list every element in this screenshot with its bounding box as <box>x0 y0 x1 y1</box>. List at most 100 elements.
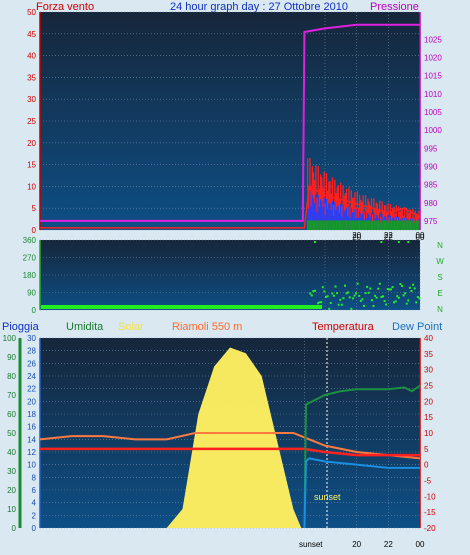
humidity-tick-label: 10 <box>7 505 16 514</box>
hour-tick-label: 22 <box>384 540 393 549</box>
compass-label: S <box>437 273 442 282</box>
hour-tick-label: 22 <box>384 233 393 242</box>
hour-tick-label: 00 <box>416 233 425 242</box>
direction-point <box>396 295 399 298</box>
temperature-tick-label: 0 <box>424 461 429 470</box>
wind-pressure-panel: 0510152025303540455097598098599099510001… <box>27 8 442 242</box>
humidity-tick-label: 50 <box>7 429 16 438</box>
location-temperature-line <box>39 432 421 460</box>
solar-legend: Solar <box>118 321 144 333</box>
direction-point <box>377 287 380 290</box>
direction-point <box>359 299 362 302</box>
direction-point <box>418 297 421 300</box>
rain-tick-label: 20 <box>27 397 36 406</box>
direction-point <box>363 304 365 307</box>
rain-tick-label: 26 <box>27 359 36 368</box>
humidity-tick-label: 70 <box>7 391 16 400</box>
pressure-tick-label: 1015 <box>424 72 442 81</box>
direction-point <box>394 300 397 303</box>
compass-label: N <box>437 305 443 314</box>
direction-point <box>313 289 316 292</box>
dewpoint-legend: Dew Point <box>392 321 442 333</box>
direction-point <box>358 294 361 297</box>
direction-tick-label: 90 <box>27 289 36 298</box>
direction-point <box>405 302 408 305</box>
chart-title: 24 hour graph day : 27 Ottobre 2010 <box>170 1 348 13</box>
direction-point <box>367 291 370 294</box>
compass-label: W <box>436 257 444 266</box>
pressure-tick-label: 1020 <box>424 53 442 62</box>
humidity-tick-label: 60 <box>7 410 16 419</box>
direction-point <box>318 301 321 304</box>
compass-label: N <box>437 241 443 250</box>
pressure-tick-label: 975 <box>424 217 438 226</box>
wind-tick-label: 0 <box>32 226 37 235</box>
direction-point <box>386 288 389 291</box>
direction-tick-label: 0 <box>32 306 37 315</box>
direction-point <box>366 285 369 288</box>
pressure-tick-label: 1010 <box>424 90 442 99</box>
direction-point <box>340 303 343 306</box>
humidity-legend: Umidita <box>66 321 104 333</box>
wind-pressure-ticks: 0510152025303540455097598098599099510001… <box>27 8 442 242</box>
direction-point <box>332 294 335 297</box>
wind-tick-label: 30 <box>27 95 36 104</box>
rain-tick-label: 10 <box>27 461 36 470</box>
temperature-tick-label: -15 <box>424 508 436 517</box>
direction-point <box>413 287 416 290</box>
temperature-tick-label: 10 <box>424 429 433 438</box>
rain-tick-label: 16 <box>27 423 36 432</box>
direction-point <box>407 299 410 302</box>
temperature-tick-label: 20 <box>424 397 433 406</box>
pressure-tick-label: 1005 <box>424 108 442 117</box>
direction-point <box>317 302 320 305</box>
direction-point <box>309 292 312 295</box>
humidity-tick-label: 80 <box>7 372 16 381</box>
direction-point <box>342 297 345 300</box>
direction-point <box>325 295 327 298</box>
wind-tick-label: 5 <box>32 204 37 213</box>
direction-point <box>353 294 356 297</box>
direction-point <box>374 294 377 297</box>
direction-point <box>329 301 332 304</box>
direction-point <box>339 298 342 301</box>
direction-point <box>393 301 396 304</box>
pressure-tick-label: 980 <box>424 199 438 208</box>
rain-tick-label: 22 <box>27 385 36 394</box>
direction-point <box>404 292 407 295</box>
direction-point <box>356 282 359 285</box>
direction-point <box>407 241 410 243</box>
direction-point <box>320 301 323 304</box>
direction-point <box>347 291 350 294</box>
direction-point <box>345 292 348 295</box>
pressure-tick-label: 995 <box>424 144 438 153</box>
direction-point <box>375 296 378 299</box>
rain-tick-label: 4 <box>32 499 37 508</box>
pressure-series-line <box>40 23 420 222</box>
direction-point <box>412 283 415 286</box>
temperature-ticks: 0102030405060708090100024681012141618202… <box>3 334 436 549</box>
direction-hour-label: 22 <box>384 231 393 240</box>
direction-point <box>331 292 334 295</box>
direction-point <box>401 284 403 287</box>
direction-point <box>370 299 373 302</box>
rain-legend: Pioggia <box>2 321 40 333</box>
hour-tick-label: 20 <box>352 233 361 242</box>
humidity-line <box>303 384 421 529</box>
temperature-legend: Temperatura <box>312 321 375 333</box>
humidity-tick-label: 40 <box>7 448 16 457</box>
direction-point <box>361 298 364 301</box>
hour-tick-label: sunset <box>299 540 323 549</box>
temperature-panel: 0102030405060708090100024681012141618202… <box>3 334 436 549</box>
location-legend: Riamoli 550 m <box>172 321 242 333</box>
direction-point <box>391 286 394 289</box>
direction-point <box>334 285 337 288</box>
wind-tick-label: 20 <box>27 139 36 148</box>
direction-point <box>408 286 411 289</box>
direction-point <box>312 290 315 293</box>
rain-tick-label: 14 <box>27 435 36 444</box>
temperature-tick-label: 30 <box>424 366 433 375</box>
rain-tick-label: 8 <box>32 473 37 482</box>
direction-point <box>402 294 405 297</box>
